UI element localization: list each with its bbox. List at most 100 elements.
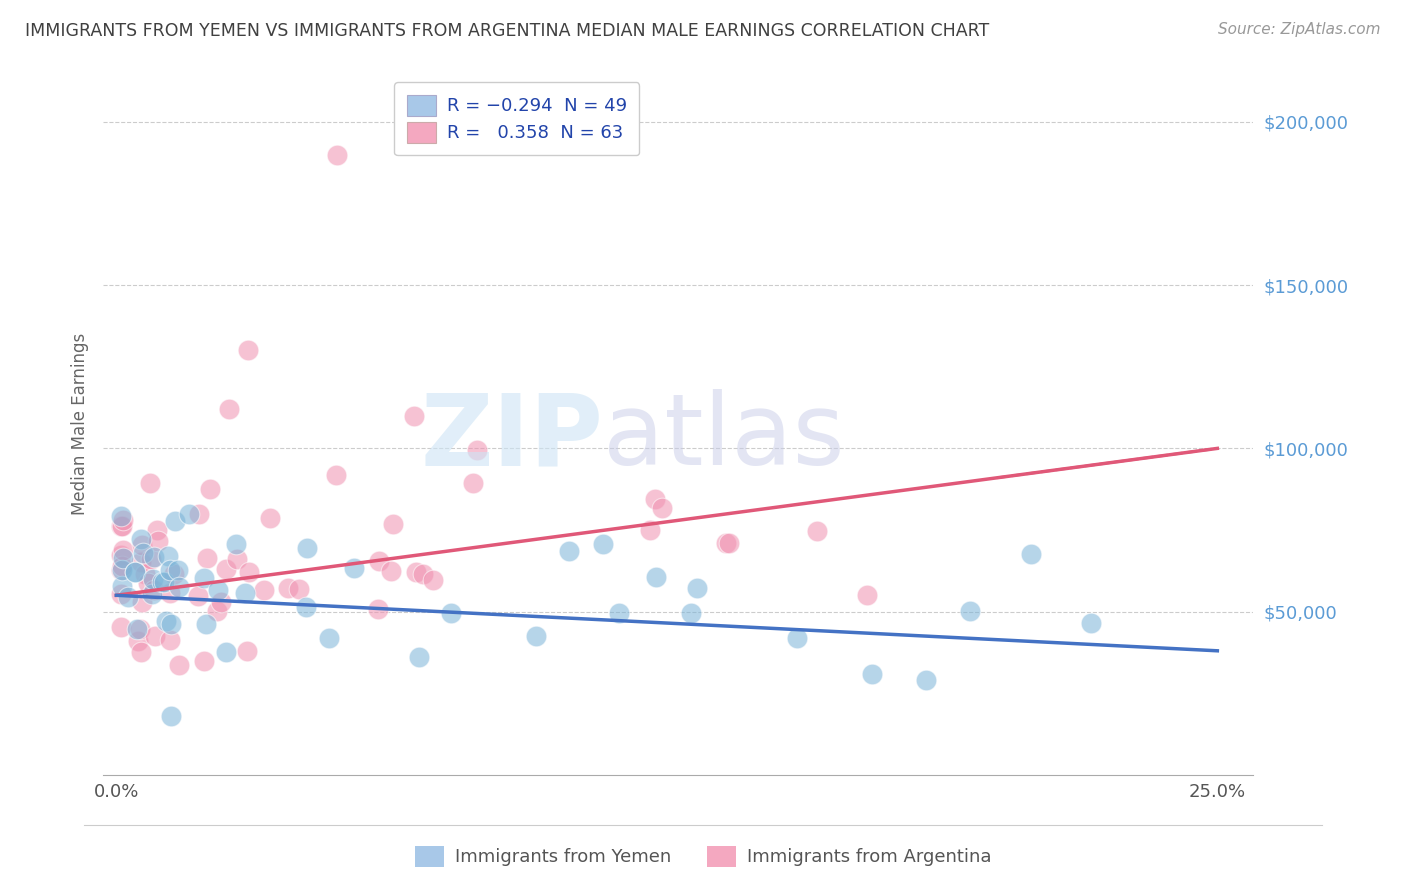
Point xyxy=(326,147,349,161)
Point xyxy=(640,523,662,537)
Point xyxy=(915,673,938,687)
Y-axis label: Median Male Earnings: Median Male Earnings xyxy=(72,333,89,515)
Point xyxy=(380,564,402,578)
Point xyxy=(111,519,134,533)
Point xyxy=(235,644,257,658)
Point xyxy=(117,591,139,605)
Point xyxy=(193,654,215,668)
Point xyxy=(124,565,146,579)
Point xyxy=(325,468,347,483)
Point xyxy=(188,507,211,521)
Point xyxy=(110,620,132,634)
Point xyxy=(343,561,366,575)
Point xyxy=(714,536,737,550)
Point xyxy=(169,581,191,595)
Point xyxy=(686,582,709,596)
Point xyxy=(225,537,247,551)
Point xyxy=(253,583,276,598)
Point xyxy=(422,573,444,587)
Point xyxy=(131,594,153,608)
Point xyxy=(129,532,152,546)
Point xyxy=(139,552,162,566)
Point xyxy=(111,559,134,574)
Point xyxy=(129,622,152,636)
Point xyxy=(153,574,176,589)
Legend: R = −0.294  N = 49, R =   0.358  N = 63: R = −0.294 N = 49, R = 0.358 N = 63 xyxy=(394,82,640,155)
Point xyxy=(207,583,229,598)
Point xyxy=(209,595,232,609)
Point xyxy=(141,586,163,600)
Point xyxy=(148,534,170,549)
Point xyxy=(111,551,134,566)
Point xyxy=(651,501,673,516)
Point xyxy=(167,658,190,673)
Point xyxy=(718,536,741,550)
Text: atlas: atlas xyxy=(603,390,845,486)
Point xyxy=(110,508,132,523)
Point xyxy=(111,542,134,557)
Legend: Immigrants from Yemen, Immigrants from Argentina: Immigrants from Yemen, Immigrants from A… xyxy=(408,838,998,874)
Text: Source: ZipAtlas.com: Source: ZipAtlas.com xyxy=(1218,22,1381,37)
Point xyxy=(226,551,249,566)
Point xyxy=(215,562,238,576)
Point xyxy=(110,587,132,601)
Point xyxy=(155,615,177,629)
Point xyxy=(318,631,340,645)
Point xyxy=(236,343,259,358)
Point xyxy=(287,582,309,596)
Point xyxy=(159,563,181,577)
Point xyxy=(295,599,318,614)
Point xyxy=(159,632,181,647)
Point xyxy=(235,585,257,599)
Point xyxy=(681,606,703,620)
Point xyxy=(124,565,146,579)
Point xyxy=(440,607,463,621)
Point xyxy=(193,571,215,585)
Point xyxy=(145,629,167,643)
Point xyxy=(461,476,484,491)
Text: IMMIGRANTS FROM YEMEN VS IMMIGRANTS FROM ARGENTINA MEDIAN MALE EARNINGS CORRELAT: IMMIGRANTS FROM YEMEN VS IMMIGRANTS FROM… xyxy=(25,22,990,40)
Point xyxy=(160,617,183,632)
Point xyxy=(408,650,430,665)
Point xyxy=(159,586,181,600)
Point xyxy=(645,570,668,584)
Point xyxy=(166,563,188,577)
Point xyxy=(959,605,981,619)
Point xyxy=(205,604,228,618)
Point xyxy=(131,538,153,552)
Point xyxy=(412,567,434,582)
Point xyxy=(146,523,169,537)
Point xyxy=(607,606,630,620)
Point xyxy=(143,549,166,564)
Point xyxy=(142,572,165,586)
Point xyxy=(160,709,183,723)
Point xyxy=(1019,548,1042,562)
Point xyxy=(786,631,808,645)
Point xyxy=(129,644,152,658)
Point xyxy=(215,645,238,659)
Point xyxy=(177,507,200,521)
Point xyxy=(592,536,614,550)
Point xyxy=(110,519,132,533)
Point xyxy=(367,601,389,615)
Point xyxy=(277,581,299,595)
Point xyxy=(195,550,218,565)
Point xyxy=(127,634,149,648)
Point xyxy=(131,555,153,569)
Point xyxy=(200,482,222,496)
Point xyxy=(295,541,318,555)
Point xyxy=(238,565,260,579)
Point xyxy=(367,554,389,568)
Point xyxy=(163,567,186,582)
Point xyxy=(644,492,666,507)
Point xyxy=(139,476,162,491)
Point xyxy=(382,517,405,532)
Point xyxy=(860,666,883,681)
Point xyxy=(558,544,581,558)
Point xyxy=(136,575,159,590)
Point xyxy=(465,442,488,457)
Point xyxy=(112,512,135,526)
Point xyxy=(150,575,173,590)
Point xyxy=(259,511,281,525)
Point xyxy=(524,629,547,643)
